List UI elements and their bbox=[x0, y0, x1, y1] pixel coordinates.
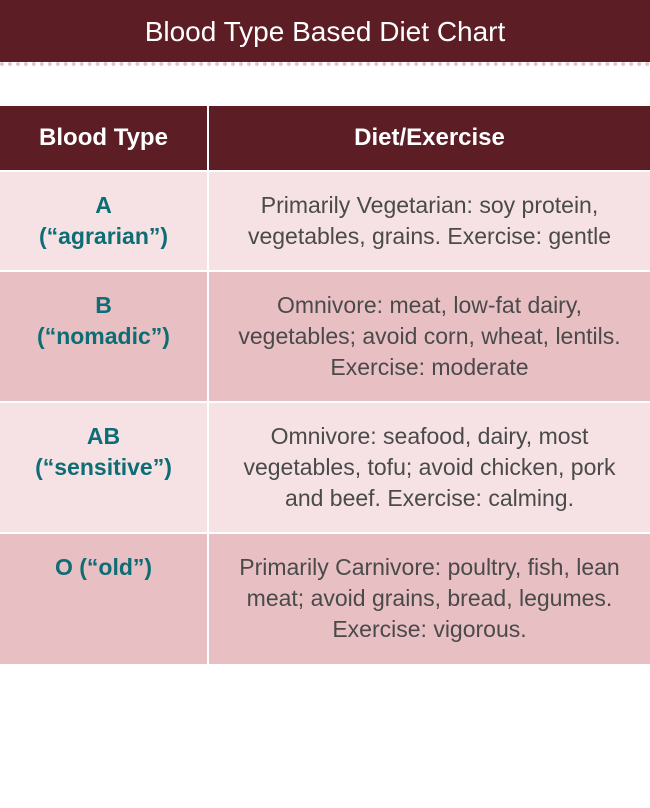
diet-cell: Primarily Vegetarian: soy protein, veget… bbox=[208, 171, 650, 271]
table-header-row: Blood Type Diet/Exercise bbox=[0, 106, 650, 171]
diet-cell: Omnivore: seafood, dairy, most vegetable… bbox=[208, 402, 650, 533]
table-row: O (“old”) Primarily Carnivore: poultry, … bbox=[0, 533, 650, 663]
blood-type-cell: A(“agrarian”) bbox=[0, 171, 208, 271]
blood-type-cell: AB(“sensitive”) bbox=[0, 402, 208, 533]
col-header-blood-type: Blood Type bbox=[0, 106, 208, 171]
blood-type-cell: B(“nomadic”) bbox=[0, 271, 208, 402]
title-divider bbox=[0, 62, 650, 66]
diet-table: Blood Type Diet/Exercise A(“agrarian”) P… bbox=[0, 106, 650, 664]
table-row: A(“agrarian”) Primarily Vegetarian: soy … bbox=[0, 171, 650, 271]
diet-cell: Primarily Carnivore: poultry, fish, lean… bbox=[208, 533, 650, 663]
table-row: AB(“sensitive”) Omnivore: seafood, dairy… bbox=[0, 402, 650, 533]
table-row: B(“nomadic”) Omnivore: meat, low-fat dai… bbox=[0, 271, 650, 402]
chart-title: Blood Type Based Diet Chart bbox=[0, 0, 650, 62]
col-header-diet: Diet/Exercise bbox=[208, 106, 650, 171]
blood-type-cell: O (“old”) bbox=[0, 533, 208, 663]
diet-cell: Omnivore: meat, low-fat dairy, vegetable… bbox=[208, 271, 650, 402]
